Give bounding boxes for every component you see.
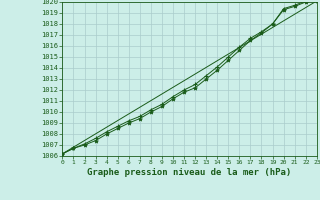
X-axis label: Graphe pression niveau de la mer (hPa): Graphe pression niveau de la mer (hPa) <box>87 168 292 177</box>
